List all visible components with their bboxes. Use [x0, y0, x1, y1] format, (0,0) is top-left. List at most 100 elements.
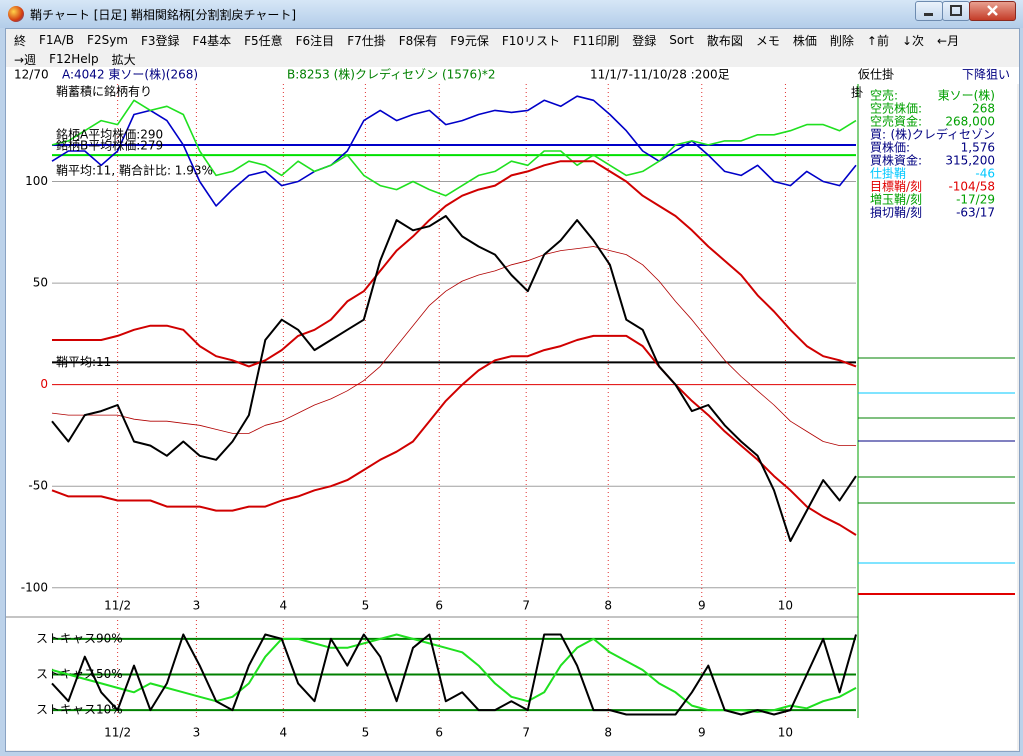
y-tick-label: 0: [40, 377, 48, 391]
x-tick-label: 6: [435, 726, 443, 740]
series-line: [51, 215, 857, 543]
x-tick-label: 11/2: [104, 726, 131, 740]
menu-item[interactable]: 拡大: [111, 52, 136, 67]
series-line: [51, 99, 857, 197]
menu-item[interactable]: F6注目: [295, 33, 335, 48]
side-value: -17/29: [956, 193, 995, 207]
x-tick-label: 7: [522, 726, 530, 740]
menu-row: →週 F12Help 拡大: [14, 50, 136, 68]
side-value: 東ソー(株): [938, 88, 995, 103]
info-mode-wrap: 掛: [851, 85, 863, 100]
info-period: 11/1/7-11/10/28 :200足: [590, 68, 730, 82]
annotation: 銘柄B平均株価:279: [56, 138, 163, 153]
annotation: 鞘蓄積に銘柄有り: [56, 84, 152, 99]
menu-item[interactable]: ↓次: [901, 33, 925, 48]
menu-item[interactable]: F2Sym: [87, 33, 128, 47]
info-count: 12/70: [14, 68, 49, 82]
info-bar: [6, 67, 1019, 84]
x-tick-label: 8: [604, 726, 612, 740]
x-tick-label: 10: [778, 599, 793, 613]
info-a: A:4042 東ソー(株)(268): [62, 67, 198, 82]
menu-item[interactable]: F3登録: [141, 33, 180, 48]
side-label: 空売:: [870, 88, 898, 103]
menu-item[interactable]: F9元保: [450, 33, 489, 48]
info-b: B:8253 (株)クレディセゾン (1576)*2: [287, 67, 496, 82]
side-value: 268,000: [945, 115, 995, 129]
series-line: [51, 246, 856, 446]
y-tick-label: 50: [33, 276, 48, 290]
menu-item[interactable]: F4基本: [192, 33, 232, 48]
x-tick-label: 5: [362, 599, 370, 613]
menu-item[interactable]: メモ: [755, 33, 780, 48]
x-tick-label: 4: [280, 599, 288, 613]
menu-item[interactable]: F8保有: [398, 33, 438, 48]
side-label: 増玉鞘/刻: [870, 193, 922, 207]
maximize-button[interactable]: [942, 1, 970, 21]
annotation: 銘柄A平均株価:290: [56, 127, 163, 142]
y-tick-label: -100: [21, 580, 48, 594]
menu-item[interactable]: ←月: [937, 33, 960, 48]
reference-label: ストキャス90%: [36, 631, 123, 645]
side-label: 目標鞘/刻: [870, 180, 922, 194]
side-label: 買株価:: [870, 140, 910, 155]
menu-item[interactable]: F1A/B: [39, 33, 75, 47]
menu-item[interactable]: 終: [14, 33, 27, 48]
menu-item[interactable]: F5任意: [244, 33, 283, 48]
reference-label: ストキャス10%: [36, 703, 123, 717]
y-tick-label: -50: [28, 479, 48, 493]
series-line: [51, 334, 857, 536]
side-label: 仕掛鞘: [870, 166, 906, 181]
maximize-icon: [950, 5, 962, 16]
side-value: 1,576: [961, 141, 995, 155]
side-label: 買株資金:: [870, 153, 922, 168]
series-line: [51, 95, 857, 207]
close-icon: [987, 5, 998, 16]
reference-label: 鞘平均:11: [56, 355, 111, 369]
info-strategy: 下降狙い: [962, 68, 1010, 82]
app-icon: [8, 6, 24, 22]
menu-item[interactable]: 削除: [829, 33, 854, 48]
info-mode: 仮仕掛: [858, 67, 894, 82]
annotation: 鞘平均:11, 鞘合計比: 1.93%: [56, 163, 213, 178]
side-label: 買:: [870, 128, 886, 142]
x-tick-label: 7: [522, 599, 530, 613]
side-label: 損切鞘/刻: [870, 205, 922, 220]
menu-item[interactable]: 散布図: [706, 33, 743, 48]
menu-item[interactable]: F7仕掛: [347, 33, 386, 48]
minimize-icon: [924, 13, 933, 16]
chart-background: [6, 84, 1017, 750]
x-tick-label: 3: [193, 599, 201, 613]
close-button[interactable]: [969, 1, 1016, 21]
window-title: 鞘チャート [日足] 鞘相関銘柄[分割割戻チャート]: [30, 8, 297, 22]
menu-item[interactable]: ↑前: [866, 33, 889, 48]
menu-item[interactable]: F11印刷: [573, 33, 620, 48]
x-tick-label: 11/2: [104, 599, 131, 613]
menu-item[interactable]: →週: [14, 52, 37, 67]
menu-item[interactable]: 株価: [792, 33, 817, 48]
side-value: 315,200: [945, 154, 995, 168]
side-label: 空売株価:: [870, 101, 922, 116]
side-label: 空売資金:: [870, 114, 922, 129]
x-tick-label: 9: [698, 599, 706, 613]
level-markers: [858, 357, 1015, 595]
menu-item[interactable]: 登録: [632, 33, 657, 48]
x-tick-label: 4: [280, 726, 288, 740]
x-tick-label: 10: [778, 726, 793, 740]
x-tick-label: 3: [193, 726, 201, 740]
title-bar: 鞘チャート [日足] 鞘相関銘柄[分割割戻チャート]: [0, 0, 1023, 28]
series-line: [51, 633, 857, 713]
side-value: -46: [975, 167, 995, 181]
side-value: (株)クレディセゾン: [890, 127, 995, 142]
menu-item[interactable]: F12Help: [49, 52, 99, 66]
x-tick-label: 9: [698, 726, 706, 740]
menu-item[interactable]: Sort: [669, 33, 694, 47]
x-tick-label: 5: [362, 726, 370, 740]
y-tick-label: 100: [25, 174, 48, 188]
side-value: -63/17: [956, 206, 995, 220]
x-tick-label: 8: [604, 599, 612, 613]
menu-item[interactable]: F10リスト: [501, 33, 561, 48]
menu-row: 終 F1A/B F2Sym F3登録 F4基本 F5任意 F6注目 F7仕掛 F8保有 F9元保 F…: [14, 31, 959, 49]
series-line: [52, 160, 857, 368]
